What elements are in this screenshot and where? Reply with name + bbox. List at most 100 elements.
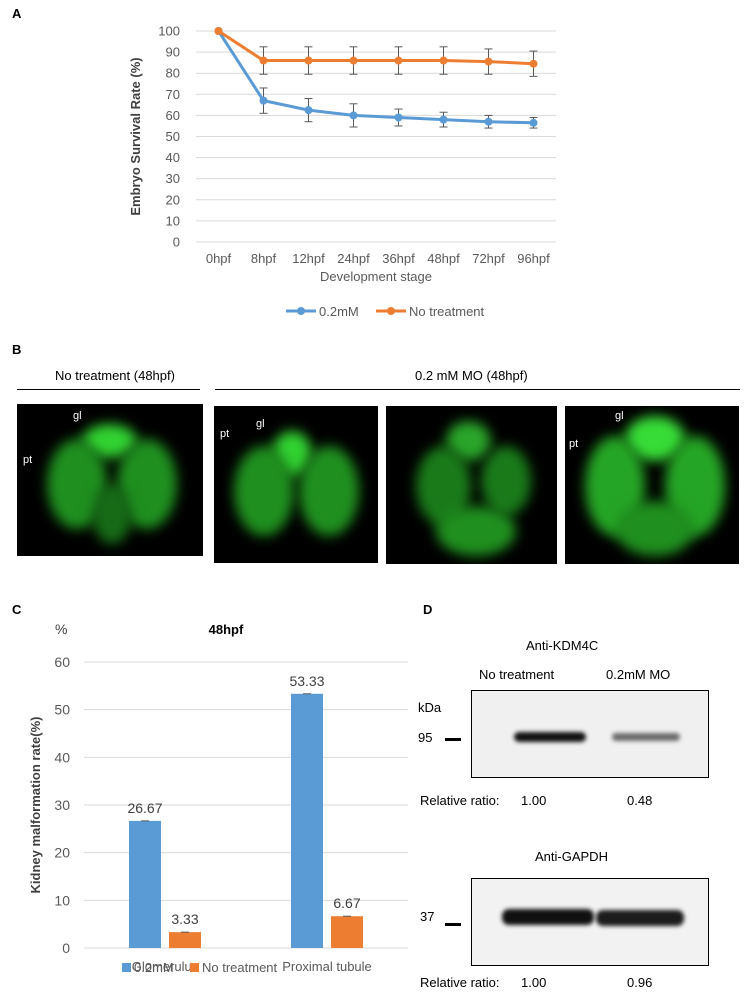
- y-tick-label: 10: [54, 892, 70, 908]
- data-point: [439, 115, 448, 124]
- y-tick-label: 100: [158, 24, 180, 39]
- data-label: 3.33: [171, 911, 198, 927]
- legend-marker: [387, 307, 395, 315]
- data-point: [214, 27, 223, 35]
- data-point: [484, 57, 493, 66]
- blot-kdm4c: [471, 690, 709, 778]
- data-point: [439, 56, 448, 65]
- y-tick-label: 20: [54, 845, 70, 861]
- malformation-bar-chart: 0 10 20 30 40 50 60% 48hpf Kidney malformation r…: [28, 621, 408, 975]
- y-tick-label: 0: [62, 940, 70, 956]
- data-point: [394, 113, 403, 122]
- y-tick-label: 30: [166, 171, 180, 186]
- label-pt: pt: [23, 454, 33, 466]
- panel-label-a: A: [12, 6, 22, 21]
- bar: [331, 916, 363, 948]
- x-tick-label: Glomerulus: [132, 959, 199, 974]
- label-pt: pt: [220, 428, 230, 440]
- bar: [129, 820, 161, 948]
- y-tick-label: 0: [173, 235, 180, 250]
- x-tick-label: 12hpf: [292, 251, 325, 266]
- x-tick-label: 96hpf: [517, 251, 550, 266]
- y-tick-label: 50: [166, 129, 180, 144]
- data-point: [529, 59, 538, 68]
- y-tick-label: 90: [166, 45, 180, 60]
- marker-95: 95: [418, 730, 433, 745]
- label-pt: pt: [569, 438, 579, 450]
- blot-col-mo: 0.2mM MO: [606, 667, 671, 682]
- y-tick-label: 60: [166, 108, 180, 123]
- band-kdm4c-2: [612, 733, 680, 741]
- legend-swatch: [190, 963, 199, 972]
- label-gl: gl: [256, 418, 265, 430]
- y-tick-label: 50: [54, 702, 70, 718]
- series-line: [217, 30, 534, 125]
- legend-label: 0.2mM: [319, 304, 359, 319]
- micrograph-mo-2: [386, 406, 557, 564]
- data-label: 53.33: [289, 673, 324, 689]
- kda-label: kDa: [418, 700, 442, 715]
- panel-b-header-right: 0.2 mM MO (48hpf): [415, 368, 528, 383]
- legend-label: 0.2mM: [134, 960, 174, 975]
- legend-label: No treatment: [202, 960, 278, 975]
- micrograph-mo-1: gl pt: [214, 406, 378, 563]
- y-tick-label: 60: [54, 654, 70, 670]
- data-point: [484, 117, 493, 126]
- x-axis-label: Development stage: [320, 269, 432, 284]
- marker-tick-95: [445, 738, 461, 741]
- y-unit-label: %: [55, 621, 67, 637]
- ratio-bottom-1: 1.00: [521, 975, 547, 990]
- legend-label: No treatment: [409, 304, 485, 319]
- marker-tick-37: [445, 923, 461, 926]
- blot-title-kdm4c: Anti-KDM4C: [526, 638, 599, 653]
- data-point: [529, 118, 538, 127]
- bar: [291, 693, 323, 948]
- data-point: [304, 106, 313, 115]
- ratio-top-1: 1.00: [521, 793, 547, 808]
- chart-title: 48hpf: [209, 622, 244, 637]
- ratio-label-top: Relative ratio:: [420, 793, 500, 808]
- x-tick-label: 8hpf: [251, 251, 277, 266]
- band-kdm4c-1: [514, 732, 586, 742]
- y-tick-label: 30: [54, 797, 70, 813]
- x-tick-label: 72hpf: [472, 251, 505, 266]
- y-tick-label: 10: [166, 213, 180, 228]
- survival-line-chart: 0 10 20 30 40 50 60 70 80 90 100 0hpf 8hpf 12hpf 24hpf…: [128, 24, 556, 319]
- y-tick-label: 40: [54, 749, 70, 765]
- panel-b-rule-left: [17, 389, 200, 390]
- blot-gapdh: [471, 878, 709, 966]
- x-tick-label: 48hpf: [427, 251, 460, 266]
- blot-title-gapdh: Anti-GAPDH: [535, 849, 608, 864]
- x-tick-label: Proximal tubule: [282, 959, 372, 974]
- data-point: [259, 96, 268, 105]
- ratio-top-2: 0.48: [627, 793, 653, 808]
- blot-col-no-treatment: No treatment: [479, 667, 555, 682]
- marker-37: 37: [420, 909, 435, 924]
- y-tick-label: 70: [166, 87, 180, 102]
- data-point: [349, 111, 358, 120]
- y-axis-label: Kidney malformation rate(%): [28, 717, 43, 894]
- ratio-label-bottom: Relative ratio:: [420, 975, 500, 990]
- panel-label-d: D: [423, 602, 433, 617]
- data-label: 26.67: [127, 800, 162, 816]
- panel-b-header-left: No treatment (48hpf): [55, 368, 175, 383]
- y-tick-label: 40: [166, 150, 180, 165]
- panel-b-rule-right: [215, 389, 740, 390]
- bar: [169, 932, 201, 948]
- x-tick-label: 36hpf: [382, 251, 415, 266]
- data-point: [304, 56, 313, 65]
- x-tick-label: 0hpf: [206, 251, 232, 266]
- y-tick-label: 20: [166, 192, 180, 207]
- data-label: 6.67: [333, 895, 360, 911]
- label-gl: gl: [73, 410, 82, 422]
- y-tick-label: 80: [166, 66, 180, 81]
- band-gapdh-2: [596, 910, 684, 926]
- legend-swatch: [122, 963, 131, 972]
- y-axis-label: Embryo Survival Rate (%): [128, 57, 143, 215]
- x-tick-label: 24hpf: [337, 251, 370, 266]
- series-line: [217, 29, 534, 66]
- legend-marker: [297, 307, 305, 315]
- panel-label-c: C: [12, 602, 22, 617]
- micrograph-mo-3: gl pt: [565, 406, 739, 564]
- data-point: [349, 56, 358, 65]
